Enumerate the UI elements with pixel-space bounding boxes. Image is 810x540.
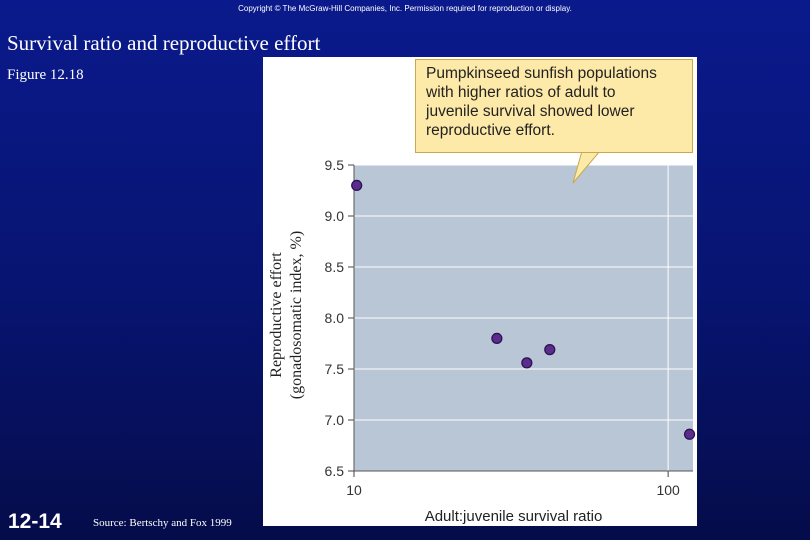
data-point: [351, 179, 363, 191]
y-tick-label: 6.5: [325, 463, 345, 479]
y-tick-label: 7.0: [325, 412, 345, 428]
copyright-notice: Copyright © The McGraw-Hill Companies, I…: [238, 4, 572, 13]
slide-title: Survival ratio and reproductive effort: [7, 31, 321, 55]
figure-label: Figure 12.18: [7, 67, 84, 83]
source-citation: Source: Bertschy and Fox 1999: [93, 517, 232, 529]
y-axis-subtitle: (gonadosomatic index, %): [288, 231, 305, 399]
y-tick-label: 8.0: [325, 310, 345, 326]
y-axis-title: Reproductive effort: [268, 252, 285, 378]
y-tick-label: 9.5: [325, 157, 345, 173]
data-point: [683, 428, 696, 440]
slide-number: 12-14: [8, 510, 62, 533]
y-tick-label: 7.5: [325, 361, 345, 377]
x-tick-label: 10: [346, 482, 362, 498]
data-point: [491, 332, 503, 344]
callout-line: with higher ratios of adult to: [426, 84, 616, 101]
data-point: [521, 357, 533, 369]
callout-line: juvenile survival showed lower: [426, 103, 635, 120]
y-tick-label: 8.5: [325, 259, 345, 275]
x-tick-label: 100: [656, 482, 680, 498]
data-point: [544, 344, 556, 356]
x-axis-title: Adult:juvenile survival ratio: [425, 508, 603, 525]
y-tick-label: 9.0: [325, 208, 345, 224]
callout-line: reproductive effort.: [426, 122, 555, 139]
callout-box: Pumpkinseed sunfish populations with hig…: [415, 59, 693, 153]
callout-line: Pumpkinseed sunfish populations: [426, 65, 657, 82]
